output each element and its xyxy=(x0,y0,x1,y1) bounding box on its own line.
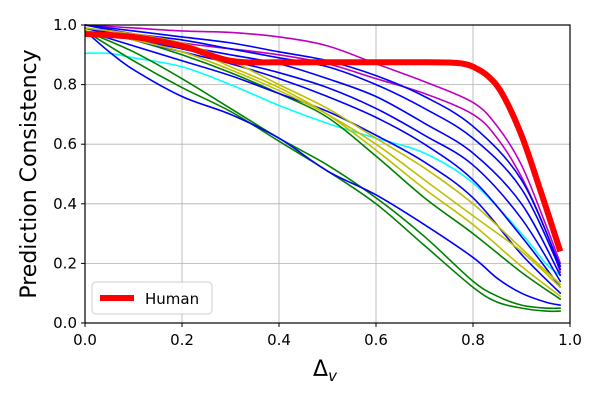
x-tick-label: 0.4 xyxy=(267,331,291,349)
series-line-cyan xyxy=(84,52,562,277)
series-line-human xyxy=(84,30,564,253)
series-line-blue-4 xyxy=(84,27,562,283)
series-line-green-2 xyxy=(84,30,562,310)
x-axis-label-subscript: v xyxy=(328,367,338,385)
y-axis-label: Prediction Consistency xyxy=(17,49,42,298)
series-line-green-1 xyxy=(84,30,562,313)
y-tick-label: 0.4 xyxy=(53,195,77,213)
axis-ticks: 0.0 0.2 0.4 0.6 0.8 1.0 0.0 0.2 0.4 0.6 0.8 1.0 xyxy=(53,16,582,349)
y-tick-label: 1.0 xyxy=(53,16,77,34)
series-line-blue-2 xyxy=(84,30,562,294)
series-lines xyxy=(84,24,564,313)
x-tick-label: 0.0 xyxy=(73,331,97,349)
series-line-yellow-3 xyxy=(84,30,562,289)
y-tick-label: 0.8 xyxy=(53,76,77,94)
legend-human-label: Human xyxy=(145,290,199,308)
y-tick-label: 0.2 xyxy=(53,254,77,272)
series-line-yellow-2 xyxy=(84,30,562,297)
x-tick-label: 1.0 xyxy=(558,331,582,349)
plot-frame xyxy=(84,24,571,324)
x-axis-label: Δv xyxy=(313,357,338,385)
x-tick-label: 0.8 xyxy=(461,331,485,349)
series-line-yellow-1 xyxy=(84,27,562,286)
x-tick-label: 0.6 xyxy=(364,331,388,349)
series-line-blue-3 xyxy=(84,27,562,289)
y-tick-label: 0.0 xyxy=(53,314,77,332)
legend: Human xyxy=(91,281,213,315)
x-tick-label: 0.2 xyxy=(170,331,194,349)
series-line-blue-6 xyxy=(84,24,562,271)
y-tick-label: 0.6 xyxy=(53,135,77,153)
legend-box xyxy=(91,281,213,315)
series-line-green-3 xyxy=(84,27,562,300)
x-axis-label-main: Δ xyxy=(313,357,328,382)
series-line-blue-1 xyxy=(84,30,562,306)
